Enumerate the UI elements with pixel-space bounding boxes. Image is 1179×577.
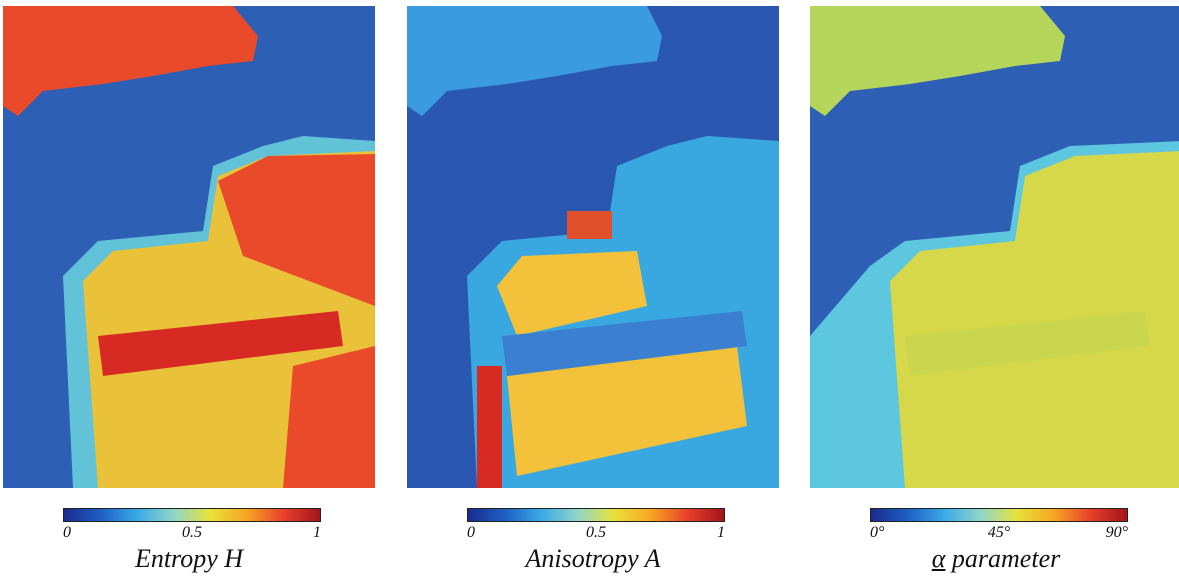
- northeast-district: [218, 154, 375, 306]
- alpha-caption: α parameter: [810, 544, 1179, 574]
- anisotropy-tick-max: 1: [717, 524, 725, 541]
- southeast-district: [283, 346, 375, 488]
- anisotropy-map-image: [407, 6, 779, 488]
- north-grid: [497, 251, 647, 336]
- alpha-tick-min: 0°: [870, 524, 885, 541]
- entropy-tick-min: 0: [63, 524, 71, 541]
- entropy-panel: 0 0.5 1 Entropy H: [3, 6, 375, 577]
- anisotropy-colorbar: [467, 508, 725, 522]
- north-peninsula: [810, 6, 1065, 116]
- hotspot-block: [567, 211, 612, 239]
- anisotropy-map-svg: [407, 6, 779, 488]
- alpha-map-svg: [810, 6, 1179, 488]
- anisotropy-panel: 0 0.5 1 Anisotropy A: [407, 6, 779, 577]
- alpha-colorbar: [870, 508, 1128, 522]
- alpha-panel: 0° 45° 90° α parameter: [810, 6, 1179, 577]
- entropy-caption: Entropy H: [134, 544, 244, 573]
- park-strip: [502, 311, 747, 376]
- anisotropy-tick-min: 0: [467, 524, 475, 541]
- entropy-colorbar: [63, 508, 321, 522]
- alpha-symbol: α: [931, 544, 946, 573]
- alpha-tick-max: 90°: [1105, 524, 1128, 541]
- north-peninsula: [3, 6, 258, 116]
- entropy-map-image: [3, 6, 375, 488]
- anisotropy-caption: Anisotropy A: [525, 544, 661, 573]
- alpha-map-image: [810, 6, 1179, 488]
- entropy-tick-mid: 0.5: [182, 524, 202, 541]
- anisotropy-tick-mid: 0.5: [586, 524, 606, 541]
- alpha-caption-rest: parameter: [945, 544, 1061, 573]
- city-area: [890, 151, 1179, 488]
- park-strip: [905, 311, 1150, 376]
- west-edge-hotspot: [477, 366, 502, 488]
- entropy-map-svg: [3, 6, 375, 488]
- park-strip: [98, 311, 343, 376]
- north-peninsula: [407, 6, 662, 116]
- alpha-tick-mid: 45°: [987, 524, 1011, 541]
- south-grid: [507, 346, 747, 476]
- entropy-tick-max: 1: [313, 524, 321, 541]
